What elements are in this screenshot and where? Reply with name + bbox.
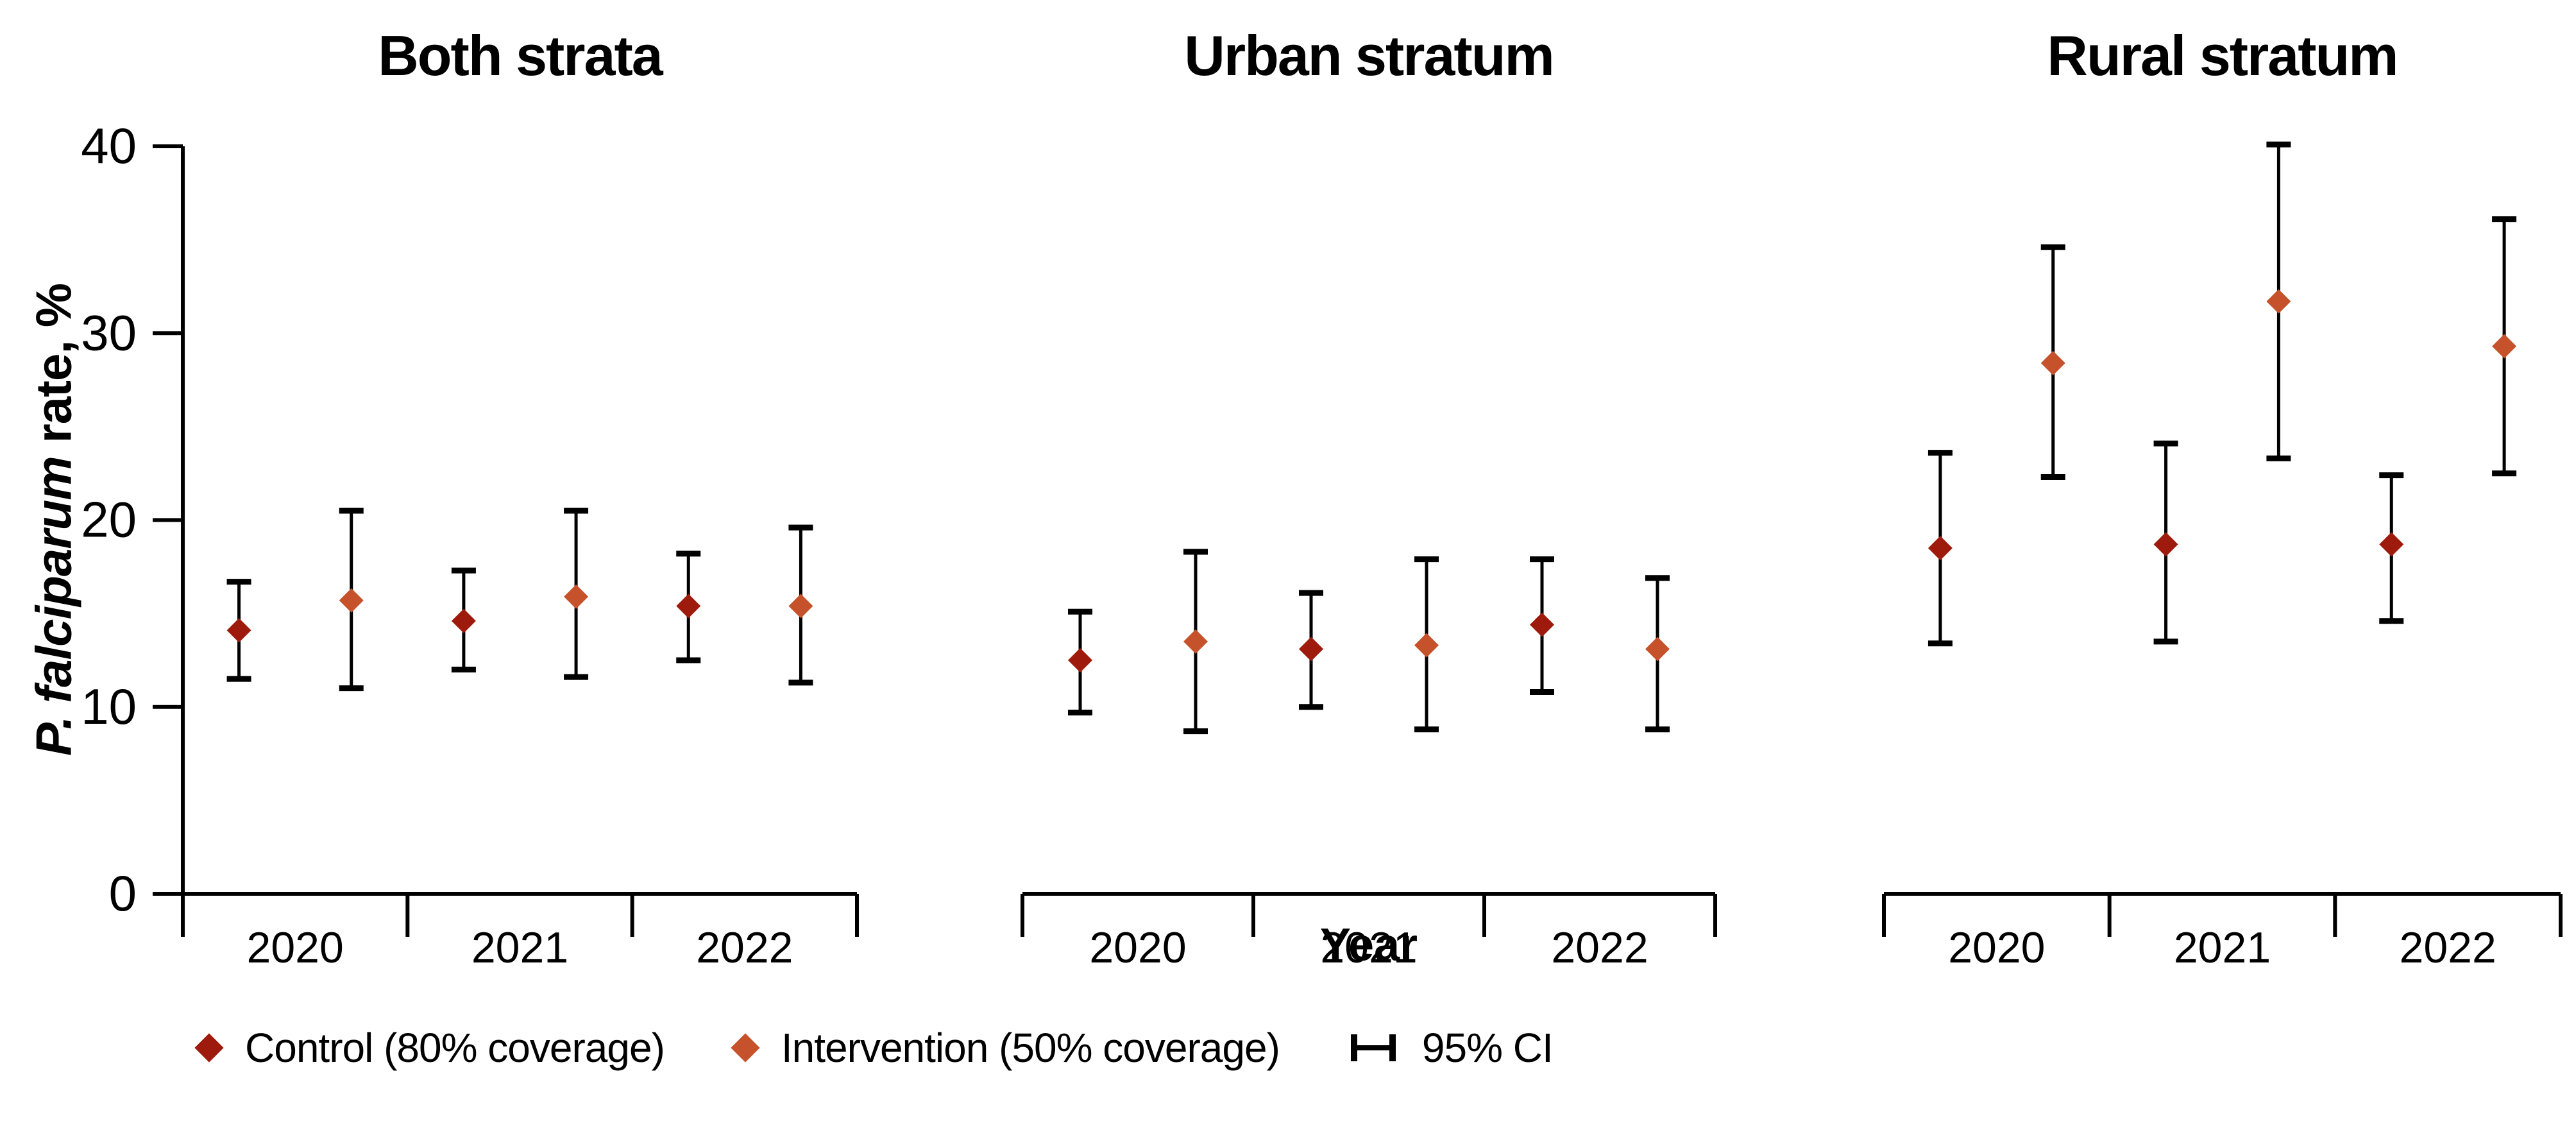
diamond-marker-control-2021 (2153, 532, 2178, 557)
y-axis-label: P. falciparum rate, % (25, 284, 83, 756)
diamond-marker-control-2021 (1299, 637, 1323, 662)
error-bar-icon (1350, 1034, 1396, 1061)
diamond-marker-intervention-2022 (788, 594, 813, 619)
legend-item-ci: 95% CI (1350, 1024, 1554, 1072)
x-tick-label: 2020 (247, 923, 344, 972)
legend-label-ci: 95% CI (1421, 1025, 1554, 1071)
diamond-marker-intervention-2020 (2040, 350, 2065, 375)
diamond-marker-control-2022 (1530, 612, 1554, 637)
panel-plot-rural-stratum: 2020 2021 2022 (1882, 141, 2563, 972)
y-tick-label: 10 (81, 678, 137, 735)
diamond-marker-control-2022 (676, 594, 701, 619)
x-tick-label: 2021 (2174, 923, 2271, 972)
y-tick-label: 20 (81, 492, 137, 548)
y-tick-label: 40 (81, 117, 137, 174)
panel-title-both-strata: Both strata (378, 24, 663, 87)
diamond-marker-control-2020 (1068, 647, 1092, 672)
panel-plot-urban-stratum: 2020 2021 2022 (1021, 549, 1717, 972)
x-tick-label: 2022 (696, 923, 793, 972)
y-tick-label: 0 (109, 865, 137, 921)
legend-item-intervention: Intervention (50% coverage) (731, 1024, 1280, 1072)
diamond-marker-intervention-2021 (1414, 633, 1439, 658)
x-tick-label: 2021 (471, 923, 568, 972)
panel-title-rural-stratum: Rural stratum (2047, 24, 2398, 87)
legend-label-control: Control (80% coverage) (245, 1025, 665, 1071)
diamond-marker-control-2021 (451, 608, 476, 633)
x-tick-label: 2022 (2400, 923, 2496, 972)
y-tick-label: 30 (81, 304, 137, 361)
diamond-marker-intervention-2020 (1183, 629, 1208, 654)
y-axis-label-rest: rate, % (25, 283, 82, 457)
x-tick-label: 2020 (1948, 923, 2045, 972)
panel-title-urban-stratum: Urban stratum (1184, 24, 1554, 87)
x-tick-label: 2022 (1551, 923, 1648, 972)
legend: Control (80% coverage) Intervention (50%… (194, 1024, 1554, 1072)
diamond-marker-control-2022 (2379, 532, 2404, 557)
diamond-marker-control-2020 (1928, 536, 1953, 561)
diamond-marker-control-2020 (226, 618, 251, 643)
legend-item-control: Control (80% coverage) (194, 1024, 665, 1072)
diamond-marker-intervention-2022 (2492, 334, 2517, 359)
diamond-marker-intervention-2022 (1645, 637, 1670, 662)
control-diamond-icon (194, 1033, 224, 1063)
diamond-marker-intervention-2020 (339, 588, 364, 613)
x-tick-label: 2020 (1089, 923, 1186, 972)
diamond-marker-intervention-2021 (564, 584, 589, 609)
x-axis-label: Year (1319, 919, 1418, 971)
intervention-diamond-icon (731, 1033, 760, 1063)
legend-label-intervention: Intervention (50% coverage) (781, 1025, 1280, 1071)
y-axis-label-italic: P. falciparum (25, 456, 82, 757)
panel-plot-both-strata: 2020 2021 2022 0 10 20 30 40 (81, 117, 859, 972)
x-tick-label: 2021 (1320, 923, 1417, 972)
diamond-marker-intervention-2021 (2266, 289, 2291, 314)
